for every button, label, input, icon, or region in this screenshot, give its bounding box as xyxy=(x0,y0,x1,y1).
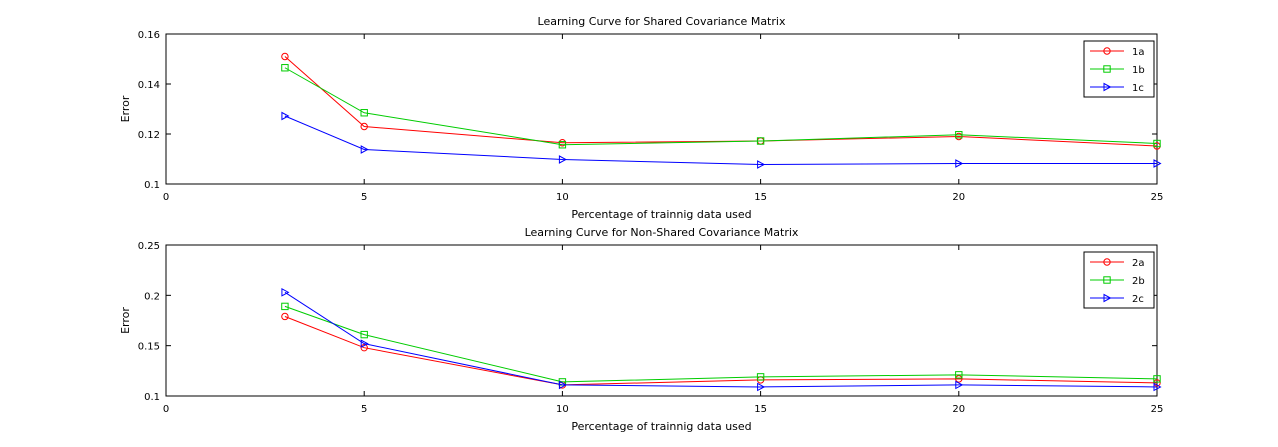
series-line xyxy=(284,56,1158,147)
legend-marker xyxy=(1103,82,1112,92)
x-axis-label: Percentage of trainnig data used xyxy=(571,208,751,221)
y-tick-label: 0.14 xyxy=(138,80,160,91)
data-point xyxy=(360,122,368,131)
y-tick-label: 0.1 xyxy=(144,392,160,403)
series-line xyxy=(284,316,1158,386)
legend-marker xyxy=(1103,258,1111,266)
series-line xyxy=(284,291,1158,388)
plot-area xyxy=(165,33,1158,185)
series-line xyxy=(284,305,1158,383)
x-tick-label: 0 xyxy=(163,404,169,415)
data-point xyxy=(360,109,368,117)
legend: 2a 2b 2c xyxy=(1083,251,1155,309)
data-point xyxy=(281,64,289,72)
x-tick-label: 15 xyxy=(754,192,767,203)
data-point xyxy=(281,312,289,321)
legend-marker xyxy=(1103,293,1112,303)
chart-panel-2: 0 5 10 15 20 25 0.1 0.15 0.2 0.25 Learning Curve f… xyxy=(119,226,1163,433)
legend-label: 1b xyxy=(1132,65,1145,76)
legend-marker xyxy=(1103,65,1111,73)
y-axis-label: Error xyxy=(119,95,132,122)
y-tick-label: 0.2 xyxy=(144,291,160,302)
series-2b xyxy=(281,302,1161,386)
chart-panel-1: 0 5 10 15 20 25 0.1 0.12 0.14 0.16 Learning Curve … xyxy=(119,15,1163,221)
legend-label: 1a xyxy=(1132,47,1145,58)
x-tick-label: 0 xyxy=(163,192,169,203)
x-tick-label: 25 xyxy=(1151,404,1164,415)
data-point xyxy=(558,380,567,390)
x-tick-label: 10 xyxy=(556,404,569,415)
legend-label: 2c xyxy=(1132,294,1144,305)
chart-title: Learning Curve for Shared Covariance Mat… xyxy=(538,15,786,28)
data-point xyxy=(281,287,290,297)
x-tick-label: 5 xyxy=(361,192,367,203)
data-point xyxy=(1153,375,1161,383)
data-point xyxy=(558,141,567,149)
series-line xyxy=(284,67,1158,146)
y-tick-label: 0.1 xyxy=(144,180,160,191)
y-tick-label: 0.15 xyxy=(138,342,160,353)
data-point xyxy=(955,380,964,390)
series-1b xyxy=(281,64,1161,149)
x-tick-label: 15 xyxy=(754,404,767,415)
legend: 1a 1b 1c xyxy=(1083,40,1155,98)
x-tick-label: 20 xyxy=(952,404,965,415)
data-point xyxy=(360,330,368,339)
series-2c xyxy=(281,287,1162,392)
data-point xyxy=(955,159,964,168)
x-tick-label: 25 xyxy=(1151,192,1164,203)
data-point xyxy=(360,145,369,154)
data-point xyxy=(360,339,369,348)
y-tick-label: 0.25 xyxy=(138,241,160,252)
legend-label: 2a xyxy=(1132,258,1145,269)
x-axis-label: Percentage of trainnig data used xyxy=(571,420,751,433)
data-point xyxy=(1153,139,1161,148)
x-tick-label: 10 xyxy=(556,192,569,203)
series-line xyxy=(284,115,1157,166)
data-point xyxy=(281,302,289,311)
data-point xyxy=(281,111,290,121)
data-point xyxy=(558,155,567,164)
data-point xyxy=(955,371,963,379)
series-1c xyxy=(281,111,1162,169)
y-axis-label: Error xyxy=(119,307,132,334)
data-point xyxy=(757,382,766,392)
data-point xyxy=(757,160,766,169)
data-point xyxy=(756,137,765,145)
legend-label: 1c xyxy=(1132,83,1144,94)
x-tick-label: 20 xyxy=(952,192,965,203)
data-point xyxy=(955,131,963,139)
data-point xyxy=(1153,159,1162,168)
y-tick-label: 0.12 xyxy=(138,130,160,141)
data-point xyxy=(281,52,289,61)
legend-marker xyxy=(1103,276,1111,284)
data-point xyxy=(756,373,765,381)
data-point xyxy=(955,375,963,383)
y-tick-label: 0.16 xyxy=(138,30,160,41)
x-tick-label: 5 xyxy=(361,404,367,415)
data-point xyxy=(1153,382,1162,392)
legend-label: 2b xyxy=(1132,276,1145,287)
plot-area xyxy=(165,244,1158,397)
legend-marker xyxy=(1103,47,1111,55)
chart-title: Learning Curve for Non-Shared Covariance… xyxy=(525,226,799,239)
